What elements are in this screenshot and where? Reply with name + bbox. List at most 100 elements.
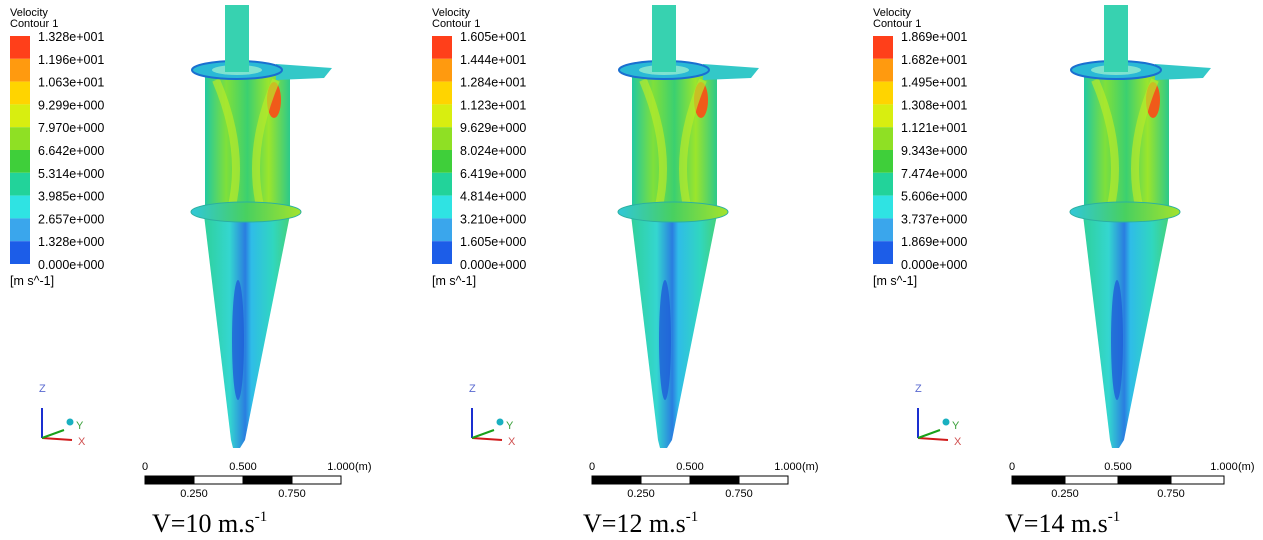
legend-label: 3.210e+000 <box>460 212 526 226</box>
legend-label: 7.474e+000 <box>901 167 967 181</box>
legend-swatch <box>432 81 452 105</box>
legend-swatch <box>432 150 452 173</box>
cone-core <box>232 280 244 400</box>
vortex <box>639 78 707 211</box>
caption: V=14 m.s-1 <box>1005 509 1120 538</box>
legend-label: 0.000e+000 <box>901 258 967 272</box>
mid-flange <box>190 201 302 223</box>
cyclone <box>190 5 332 448</box>
legend-label: 7.970e+000 <box>38 121 104 135</box>
legend-swatch <box>10 81 30 105</box>
legend-label: 9.299e+000 <box>38 98 104 112</box>
legend-swatch <box>10 172 30 196</box>
legend-label: 1.869e+000 <box>901 235 967 249</box>
legend-label: 0.000e+000 <box>460 258 526 272</box>
legend-swatch <box>10 218 30 242</box>
legend-label: 1.605e+000 <box>460 235 526 249</box>
scale-segment <box>1064 475 1119 485</box>
legend-label: 3.985e+000 <box>38 190 104 204</box>
legend-swatch <box>873 150 893 173</box>
scale-segment <box>291 475 342 485</box>
scale-unit: (m) <box>355 461 372 473</box>
axis-z-label: Z <box>469 383 476 395</box>
scale-label: 0.250 <box>627 488 655 500</box>
scale-label: 0.500 <box>676 461 704 473</box>
legend-swatch <box>10 195 30 219</box>
axis-z-label: Z <box>915 383 922 395</box>
scale-label: 0 <box>142 461 148 473</box>
scale-label: 1.000 <box>1210 461 1238 473</box>
inlet <box>276 64 332 80</box>
axis-ball <box>942 418 950 426</box>
legend-swatch <box>873 195 893 219</box>
caption-sup: -1 <box>255 509 268 525</box>
scale-unit: (m) <box>1238 461 1255 473</box>
inlet <box>703 64 759 80</box>
legend-swatch <box>10 150 30 173</box>
mid-flange <box>1069 201 1181 223</box>
scale-unit: (m) <box>802 461 819 473</box>
legend-label: 2.657e+000 <box>38 212 104 226</box>
axis-ball <box>496 418 504 426</box>
legend-swatch <box>873 104 893 128</box>
scale-label: 0.250 <box>180 488 208 500</box>
legend-label: 5.314e+000 <box>38 167 104 181</box>
legend-swatch <box>10 104 30 128</box>
legend-label: 4.814e+000 <box>460 190 526 204</box>
legend-label: 8.024e+000 <box>460 144 526 158</box>
legend-label: 1.328e+001 <box>38 30 104 44</box>
legend-swatch <box>432 241 452 264</box>
axis-y <box>41 429 65 439</box>
legend-swatch <box>10 127 30 150</box>
legend-label: 1.284e+001 <box>460 76 526 90</box>
scale-segment <box>1170 475 1225 485</box>
legend-label: 6.642e+000 <box>38 144 104 158</box>
caption-sup: -1 <box>686 509 699 525</box>
axis-y <box>917 429 941 439</box>
legend-unit: [m s^-1] <box>10 274 54 288</box>
scale-label: 0 <box>1009 461 1015 473</box>
cyclone <box>617 5 759 448</box>
legend-swatch <box>10 241 30 264</box>
cone <box>1083 215 1169 448</box>
caption-text: V=12 m.s <box>583 509 686 538</box>
legend-swatch <box>432 195 452 219</box>
scale-label: 0.750 <box>1157 488 1185 500</box>
axis-ball <box>66 418 74 426</box>
legend-label: 1.495e+001 <box>901 76 967 90</box>
legend-label: 9.343e+000 <box>901 144 967 158</box>
legend-label: 1.196e+001 <box>38 53 104 67</box>
scale-segment <box>242 475 293 485</box>
mid-flange <box>617 201 729 223</box>
legend-swatch <box>873 172 893 196</box>
legend-label: 1.063e+001 <box>38 76 104 90</box>
legend-swatch <box>432 127 452 150</box>
scale-segment <box>144 475 195 485</box>
legend-label: 3.737e+000 <box>901 212 967 226</box>
axis-x <box>471 437 503 441</box>
caption: V=12 m.s-1 <box>583 509 698 538</box>
scale-segment <box>738 475 789 485</box>
vortex <box>212 78 280 211</box>
scale-segment <box>1117 475 1172 485</box>
caption-text: V=14 m.s <box>1005 509 1108 538</box>
vortex <box>1091 78 1159 211</box>
scale-segment <box>640 475 691 485</box>
legend-unit: [m s^-1] <box>432 274 476 288</box>
legend-swatch <box>873 36 893 59</box>
axis-x-label: X <box>78 436 86 448</box>
legend-swatch <box>10 58 30 82</box>
legend-label: 6.419e+000 <box>460 167 526 181</box>
axis-x <box>917 437 949 441</box>
legend-swatch <box>432 172 452 196</box>
cone-core <box>1111 280 1123 400</box>
scale-label: 0.750 <box>725 488 753 500</box>
outlet-tube <box>225 5 249 72</box>
outlet-tube <box>652 5 676 72</box>
scale-segment <box>1011 475 1066 485</box>
scale-label: 0.250 <box>1051 488 1079 500</box>
axis-y-label: Y <box>76 420 84 432</box>
